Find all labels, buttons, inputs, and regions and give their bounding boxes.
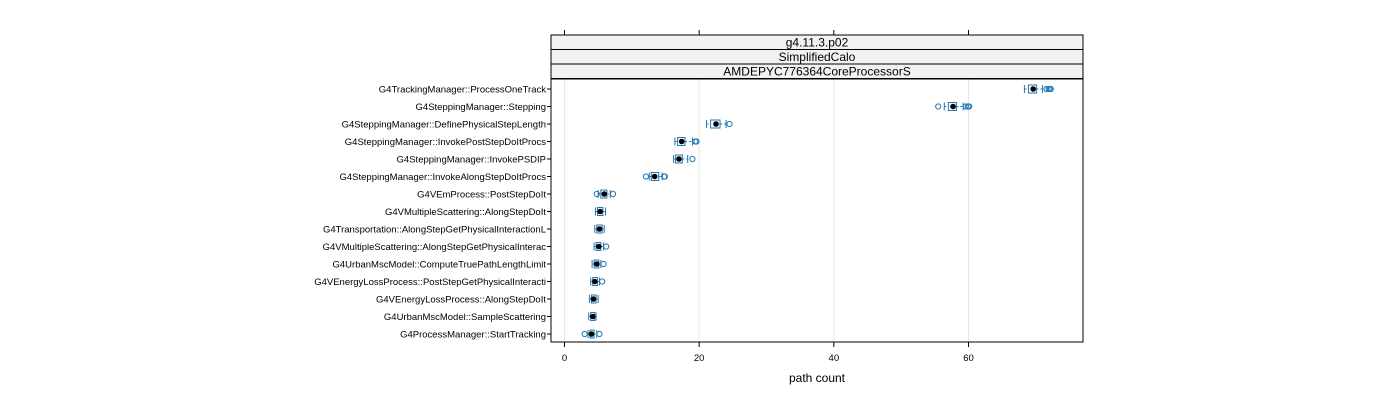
outlier-point (600, 260, 607, 268)
median-dot (1030, 86, 1036, 92)
median-dot (596, 243, 602, 250)
median-dot (590, 296, 597, 302)
category-label: G4UrbanMscModel::ComputeTruePathLengthLi… (333, 260, 547, 271)
outlier-point (689, 155, 696, 163)
box-iqr (1027, 84, 1038, 94)
boxplot-row (674, 137, 700, 146)
category-label: G4SteppingManager::Stepping (416, 102, 546, 113)
boxplot-row (593, 242, 610, 251)
strip-label: AMDEPYC776364CoreProcessorS (723, 65, 910, 79)
category-label: G4Transportation::AlongStepGetPhysicalIn… (323, 225, 546, 236)
boxplot-row (935, 102, 973, 111)
median-dot (950, 103, 956, 110)
category-label: G4UrbanMscModel::SampleScattering (384, 312, 546, 323)
category-label: G4SteppingManager::InvokePSDIP (397, 155, 546, 166)
x-tick-label: 40 (829, 353, 840, 364)
outlier-point (593, 190, 600, 198)
box-iqr (650, 172, 660, 181)
boxplot-row (1023, 84, 1054, 94)
boxplot-row (588, 294, 599, 304)
strip-label: g4.11.3.p02 (786, 36, 849, 50)
boxplot-row (591, 259, 607, 269)
outlier-point (1043, 85, 1050, 93)
category-label: G4SteppingManager::InvokeAlongStepDoItPr… (340, 172, 547, 183)
grid-lines (563, 79, 970, 342)
median-dot (713, 121, 719, 127)
median-dot (591, 278, 598, 285)
boxplot-row (673, 154, 696, 164)
boxplot-marks (581, 84, 1054, 339)
median-dot (651, 173, 658, 180)
outlier-point (962, 103, 969, 110)
boxplot-row (581, 329, 603, 339)
median-dot (588, 331, 595, 337)
boxplot-row (590, 277, 606, 286)
outlier-point (609, 190, 617, 198)
outlier-point (661, 173, 668, 180)
median-dot (589, 313, 596, 320)
box-iqr (947, 102, 957, 111)
category-labels: G4TrackingManager::ProcessOneTrackG4Step… (314, 85, 551, 341)
x-tick-label: 20 (694, 353, 705, 364)
outlier-point (935, 103, 942, 110)
median-dot (601, 191, 607, 197)
median-dot (597, 208, 603, 215)
outlier-point (596, 330, 603, 338)
plot-panel (550, 78, 1084, 343)
category-label: G4VMultipleScattering::AlongStepDoIt (385, 207, 546, 218)
boxplot-row (593, 189, 617, 199)
strip-headers: g4.11.3.p02SimplifiedCaloAMDEPYC776364Co… (550, 34, 1084, 79)
outlier-point (1047, 85, 1054, 93)
outlier-point (599, 278, 606, 285)
box-iqr (710, 119, 721, 129)
outlier-point (966, 103, 973, 110)
category-label: G4SteppingManager::InvokePostStepDoItPro… (345, 137, 546, 148)
category-label: G4TrackingManager::ProcessOneTrack (379, 85, 546, 96)
boxplot-row (588, 312, 597, 321)
outlier-point (642, 173, 650, 180)
outlier-point (693, 138, 700, 145)
category-label: G4SteppingManager::DefinePhysicalStepLen… (342, 120, 546, 131)
boxplot-row (594, 207, 607, 216)
median-dot (676, 156, 682, 162)
x-axis-title: path count (789, 371, 846, 385)
x-axis: 0 20 40 60 (562, 30, 974, 364)
outlier-point (726, 120, 733, 128)
boxplot-row (706, 119, 733, 129)
category-label: G4VMultipleScattering::AlongStepGetPhysi… (323, 242, 547, 253)
box-iqr (677, 137, 686, 146)
median-dot (596, 226, 603, 232)
boxplot-row (594, 224, 605, 234)
category-label: G4VEnergyLossProcess::PostStepGetPhysica… (314, 277, 546, 288)
category-label: G4ProcessManager::StartTracking (400, 330, 546, 341)
category-label: G4VEnergyLossProcess::AlongStepDoIt (376, 295, 546, 306)
median-dot (593, 261, 600, 267)
median-dot (678, 138, 685, 145)
category-label: G4VEmProcess::PostStepDoIt (417, 190, 546, 201)
strip-label: SimplifiedCalo (779, 50, 856, 64)
box-iqr (675, 154, 683, 164)
outlier-point (581, 330, 588, 338)
boxplot-row (642, 172, 668, 181)
outlier-point (603, 243, 610, 250)
x-tick-label: 60 (963, 353, 974, 364)
x-tick-label: 0 (562, 353, 567, 364)
